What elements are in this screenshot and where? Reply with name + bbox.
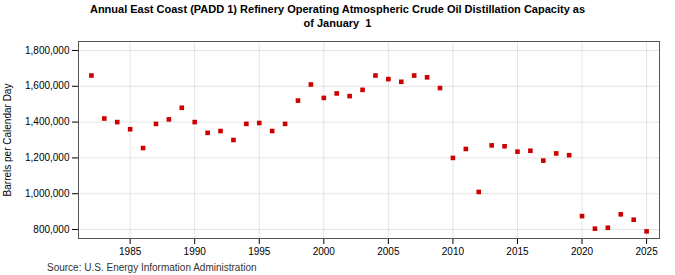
svg-text:1,000,000: 1,000,000 — [25, 188, 70, 199]
svg-text:1990: 1990 — [184, 245, 207, 256]
svg-text:1,200,000: 1,200,000 — [25, 152, 70, 163]
svg-text:1,400,000: 1,400,000 — [25, 116, 70, 127]
svg-text:1995: 1995 — [248, 245, 271, 256]
html-text:Source: U.S. Energy Informatio: Source: U.S. Energy Information Administ… — [47, 261, 257, 273]
html-text:Annual East Coast (PADD 1) Ref: Annual East Coast (PADD 1) Refinery Oper… — [89, 3, 585, 30]
svg-text:2020: 2020 — [571, 245, 594, 256]
svg-text:2005: 2005 — [377, 245, 400, 256]
svg-text:2015: 2015 — [506, 245, 529, 256]
svg-text:2010: 2010 — [442, 245, 465, 256]
svg-text:1,600,000: 1,600,000 — [25, 80, 70, 91]
svg-text:1,800,000: 1,800,000 — [25, 44, 70, 55]
svg-text:2000: 2000 — [313, 245, 336, 256]
svg-text:2025: 2025 — [635, 245, 658, 256]
svg-text:800,000: 800,000 — [33, 223, 70, 234]
svg-text:1985: 1985 — [119, 245, 142, 256]
svg-text:Barrels per Calendar Day: Barrels per Calendar Day — [2, 83, 13, 196]
